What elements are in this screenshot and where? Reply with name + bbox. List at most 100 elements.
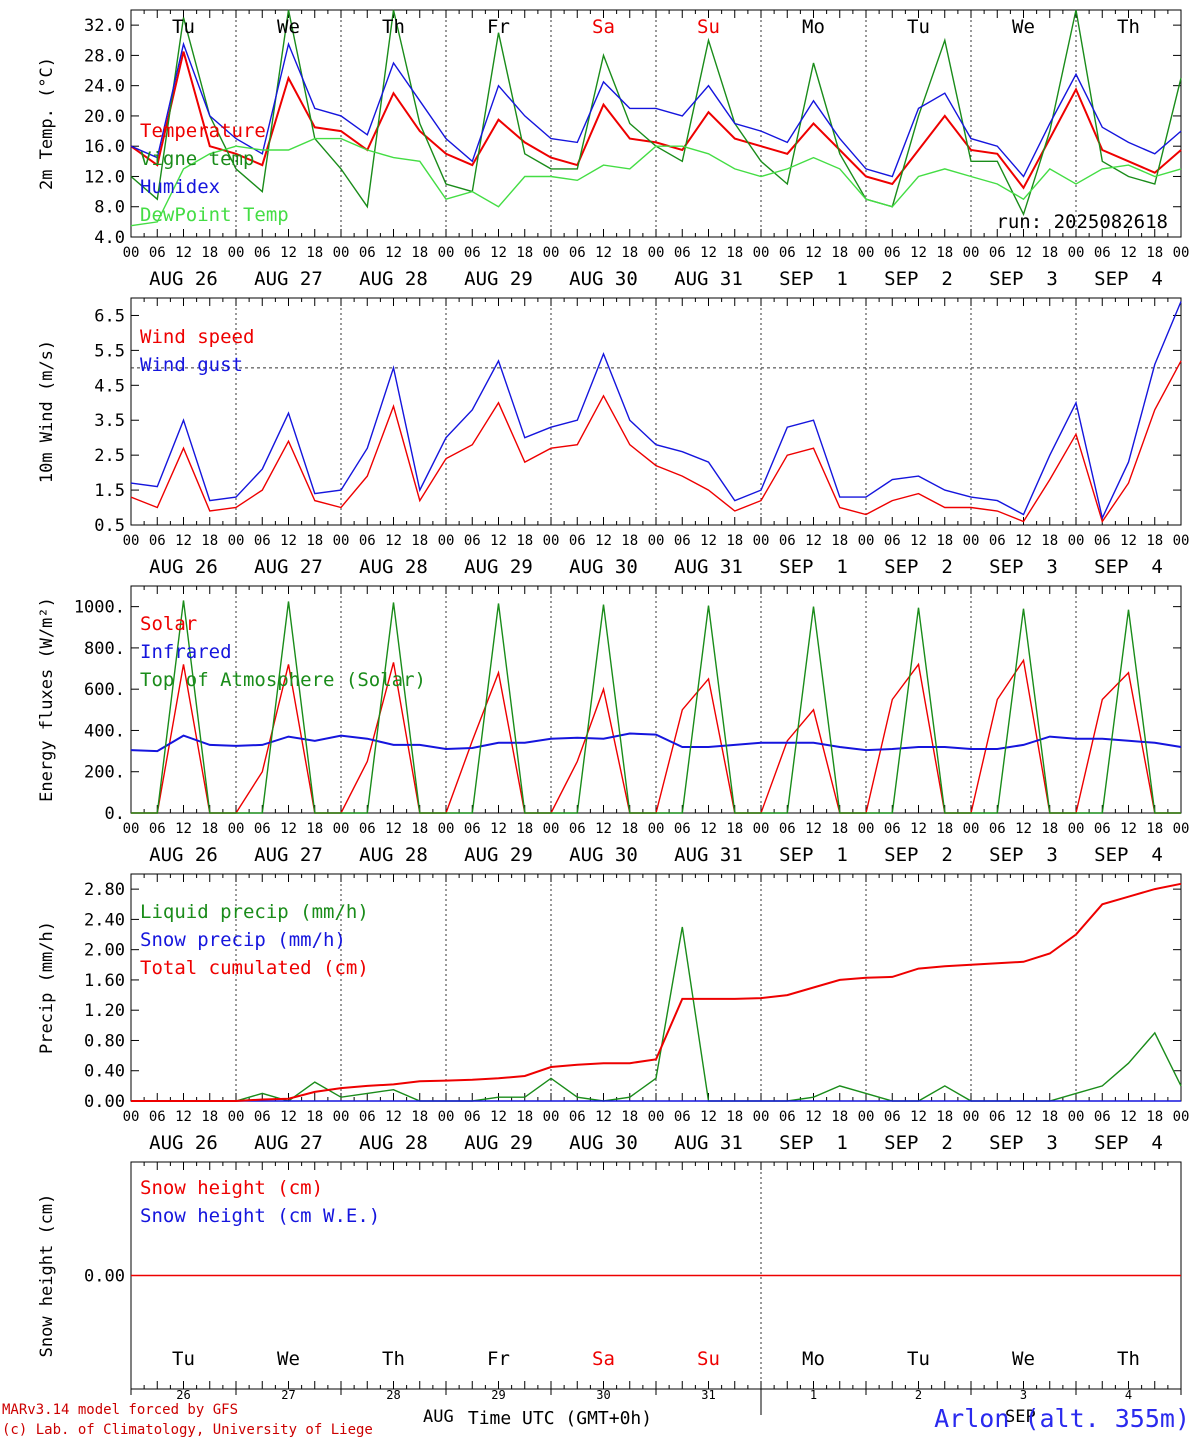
date-label: SEP 4 [1094,1132,1163,1154]
hour-tick-label: 06 [149,533,166,549]
hour-tick-label: 00 [963,245,980,261]
hour-tick-label: 18 [201,1109,218,1125]
y-tick-label: 2.80 [84,880,125,900]
hour-tick-label: 18 [726,245,743,261]
hour-tick-label: 18 [936,821,953,837]
hour-tick-label: 06 [359,245,376,261]
hour-tick-label: 12 [805,533,822,549]
hour-tick-label: 12 [595,821,612,837]
hour-tick-label: 00 [858,245,875,261]
hour-tick-label: 12 [805,1109,822,1125]
hour-tick-label: 00 [1068,245,1085,261]
hour-tick-label: 00 [1173,821,1190,837]
hour-tick-label: 00 [858,533,875,549]
hour-tick-label: 18 [201,245,218,261]
series-energy-2 [131,600,1181,814]
weekday-label: Th [1117,16,1140,38]
hour-tick-label: 18 [621,1109,638,1125]
hour-tick-label: 12 [280,821,297,837]
hour-tick-label: 18 [936,1109,953,1125]
hour-tick-label: 00 [1068,533,1085,549]
hour-tick-label: 12 [805,245,822,261]
hour-tick-label: 18 [621,533,638,549]
hour-tick-label: 18 [411,245,428,261]
hour-tick-label: 06 [569,821,586,837]
hour-tick-label: 06 [464,533,481,549]
y-tick-label: 200. [84,763,125,783]
series-temperature-0 [130,51,1182,190]
hour-tick-label: 06 [884,533,901,549]
date-label: SEP 1 [779,556,848,578]
hour-tick-label: 06 [884,821,901,837]
y-tick-label: 0.80 [84,1031,125,1051]
date-label: SEP 3 [989,1132,1058,1154]
hour-tick-label: 12 [595,1109,612,1125]
date-label: AUG 29 [464,844,533,866]
hour-tick-label: 06 [149,821,166,837]
y-axis-label: Precip (mm/h) [37,921,57,1054]
legend-entry: Infrared [140,641,232,663]
hour-tick-label: 00 [858,1109,875,1125]
y-tick-label: 0. [105,804,125,824]
hour-tick-label: 12 [700,821,717,837]
hour-tick-label: 12 [490,821,507,837]
hour-tick-label: 12 [805,821,822,837]
date-label: AUG 31 [674,844,743,866]
date-label: SEP 3 [989,556,1058,578]
weekday-label: Th [382,16,405,38]
date-label: SEP 3 [989,268,1058,290]
date-label: SEP 4 [1094,268,1163,290]
day-number: 28 [386,1388,400,1402]
date-label: SEP 1 [779,1132,848,1154]
weekday-label: Fr [487,1348,510,1370]
date-label: AUG 30 [569,1132,638,1154]
hour-tick-label: 18 [726,821,743,837]
weekday-label: Th [1117,1348,1140,1370]
hour-tick-label: 00 [543,821,560,837]
y-tick-label: 24.0 [84,77,125,97]
day-number: 1 [810,1388,817,1402]
y-tick-label: 0.00 [84,1267,125,1287]
day-number: 29 [491,1388,505,1402]
hour-tick-label: 06 [569,1109,586,1125]
hour-tick-label: 18 [1041,245,1058,261]
hour-tick-label: 00 [753,1109,770,1125]
hour-tick-label: 00 [753,533,770,549]
weekday-label: We [1012,1348,1035,1370]
hour-tick-label: 12 [175,821,192,837]
hour-tick-label: 12 [1015,245,1032,261]
hour-tick-label: 06 [464,245,481,261]
hour-tick-label: 12 [175,245,192,261]
day-number: 31 [701,1388,715,1402]
y-tick-label: 6.5 [94,306,125,326]
hour-tick-label: 12 [1120,533,1137,549]
hour-tick-label: 00 [1068,821,1085,837]
hour-tick-label: 18 [306,821,323,837]
y-axis-label: Energy fluxes (W/m²) [37,597,57,802]
hour-tick-label: 12 [700,533,717,549]
hour-tick-label: 06 [254,245,271,261]
weekday-label: Tu [907,1348,930,1370]
date-label: AUG 27 [254,268,323,290]
hour-tick-label: 06 [149,1109,166,1125]
hour-tick-label: 00 [1173,533,1190,549]
hour-tick-label: 12 [910,821,927,837]
hour-tick-label: 18 [201,533,218,549]
hour-tick-label: 06 [1094,821,1111,837]
hour-tick-label: 06 [884,245,901,261]
hour-tick-label: 00 [228,245,245,261]
date-label: AUG 31 [674,1132,743,1154]
date-label: AUG 29 [464,1132,533,1154]
hour-tick-label: 18 [621,245,638,261]
hour-tick-label: 00 [438,533,455,549]
series-wind-0 [130,360,1182,524]
legend-entry: Snow height (cm W.E.) [140,1205,380,1227]
weekday-label: Su [697,16,720,38]
legend-entry: Top of Atmosphere (Solar) [140,669,426,691]
hour-tick-label: 18 [516,821,533,837]
date-label: AUG 27 [254,844,323,866]
hour-tick-label: 18 [831,245,848,261]
date-label: AUG 27 [254,556,323,578]
hour-tick-label: 00 [123,533,140,549]
hour-tick-label: 06 [254,533,271,549]
